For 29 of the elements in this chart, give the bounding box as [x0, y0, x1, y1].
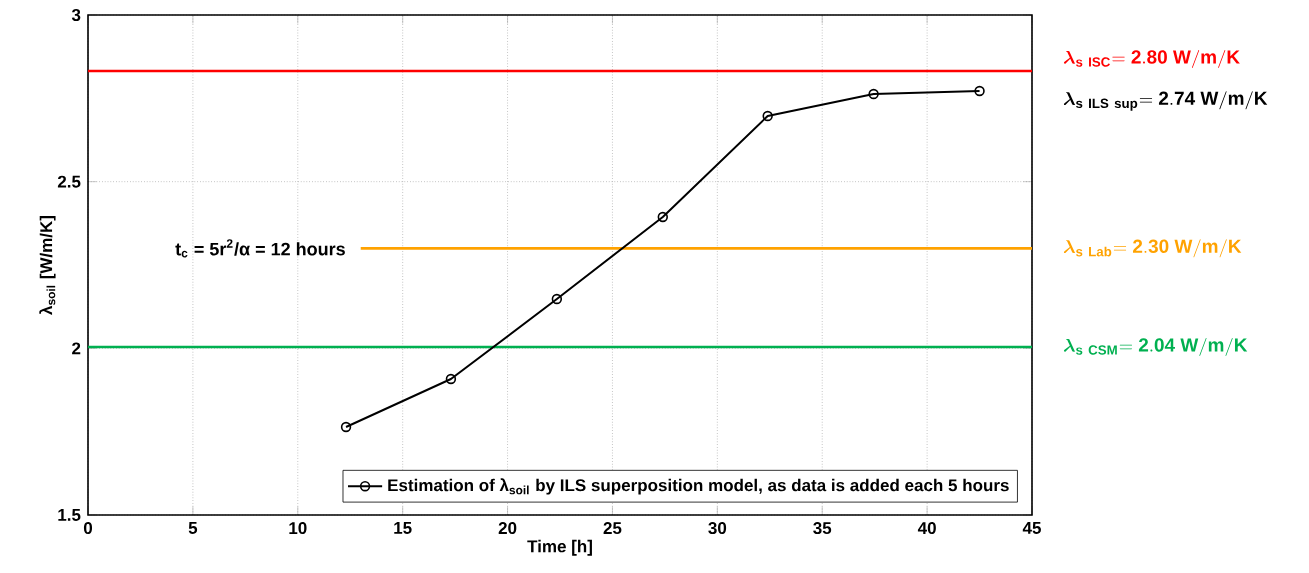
- text: $\boldsymbol{\lambda}_{\mathbf{s\ CSM}} \mathbf{= 2.04\ W/m/K}$: [1063, 337, 1248, 357]
- text: $\boldsymbol{\lambda}_{\mathbf{s\ ISC}} \mathbf{= 2.80\ W/m/K}$: [1063, 49, 1240, 69]
- point: [974, 85, 985, 97]
- y-tick-label: 2: [72, 342, 81, 355]
- x-tick-label: 5: [188, 522, 198, 534]
- annotation: t$_{c}$ = 5r$^{2}$/α = 12 hours: [175, 239, 345, 258]
- x-tick-label: 30: [708, 522, 727, 535]
- x-tick-label: 40: [917, 522, 936, 535]
- y-axis-title: λ$_{soil}$ [W/m/K]: [39, 216, 56, 315]
- x-tick-label: 35: [813, 522, 832, 535]
- x-axis-title: Time [h]: [527, 539, 592, 556]
- text: $\boldsymbol{\lambda}_{\mathbf{s\ Lab}} \mathbf{= 2.30\ W/m/K}$: [1063, 239, 1242, 258]
- point: [657, 211, 668, 223]
- point: [868, 88, 879, 100]
- point: [551, 293, 563, 305]
- legend-label: Estimation of λ$_{soil}$ by ILS superposition model, as data is added each 5 hours: [388, 478, 1009, 495]
- point: [445, 373, 457, 385]
- y-tick-label: 1.5: [58, 509, 81, 521]
- x-tick-label: 0: [83, 522, 93, 535]
- y-tick-label: 3: [71, 8, 81, 22]
- point: [340, 421, 352, 433]
- x-tick-label: 20: [498, 522, 517, 535]
- x-tick-label: 15: [394, 522, 412, 534]
- x-tick-label: 25: [603, 522, 622, 535]
- x-tick-label: 10: [289, 522, 307, 535]
- x-tick-label: 45: [1022, 522, 1041, 534]
- text: $\boldsymbol{\lambda}_{\mathbf{s\ ILS\ sup}} \mathbf{= 2.74\ W/m/K}$: [1063, 91, 1268, 111]
- point: [762, 110, 773, 122]
- y-tick-label: 2.5: [57, 175, 81, 188]
